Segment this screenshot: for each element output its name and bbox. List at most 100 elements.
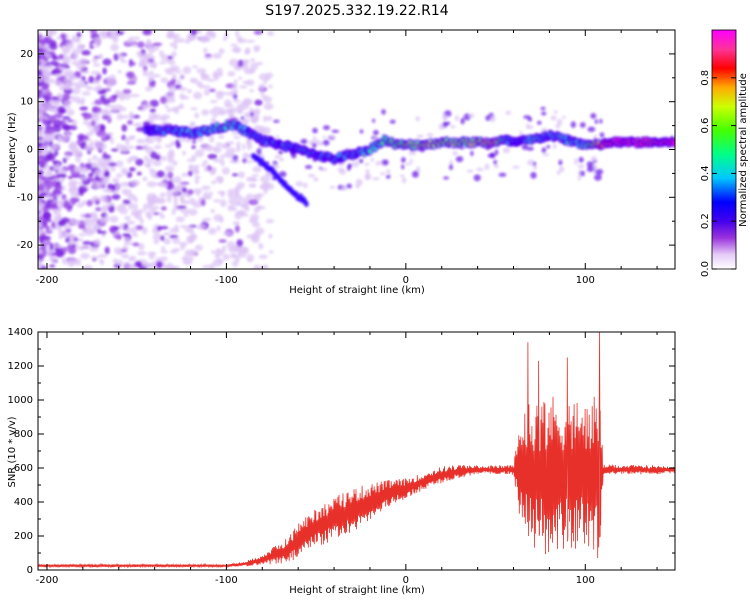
- spectrogram-noise-blob: [194, 175, 201, 180]
- spectrogram-noise-blob: [224, 99, 232, 108]
- spectrogram-noise-blob: [61, 194, 67, 200]
- spectrogram-noise-blob: [250, 213, 260, 221]
- spectrogram-noise-blob: [61, 247, 69, 252]
- spectrogram-noise-blob: [85, 132, 94, 137]
- spectrogram-noise-blob: [98, 230, 107, 235]
- spectrogram-noise-blob: [490, 152, 495, 158]
- spectrogram-noise-blob: [364, 162, 370, 166]
- spectrogram-noise-blob: [200, 199, 206, 207]
- spectrogram-noise-blob: [231, 48, 241, 52]
- spectrogram-noise-blob: [83, 218, 91, 223]
- spectrogram-noise-blob: [38, 221, 43, 229]
- spectrogram-noise-blob: [102, 67, 107, 75]
- spectrogram-noise-blob: [135, 225, 144, 230]
- spectrogram-noise-blob: [222, 231, 232, 236]
- spectrogram-noise-blob: [115, 160, 124, 168]
- spectrogram-noise-blob: [138, 64, 146, 68]
- spectrogram-noise-blob: [232, 83, 238, 89]
- spectrogram-noise-blob: [168, 180, 173, 188]
- spectrogram-noise-blob: [192, 65, 198, 69]
- colorbar-label: Normalized spectral amplitude: [738, 73, 749, 227]
- snr-plot: -200 -100 0 100 0 200 400 600 800 1000 1200 1400 H…: [7, 327, 676, 596]
- spectrogram-noise-blob: [44, 154, 52, 162]
- spectrogram-noise-blob: [240, 116, 245, 121]
- spectrogram-noise-blob: [561, 115, 566, 119]
- spectrogram-noise-blob: [208, 263, 215, 269]
- spectrogram-noise-blob: [595, 168, 604, 175]
- spectrogram-noise-blob: [164, 104, 169, 109]
- spectrogram-noise-blob: [193, 91, 203, 100]
- spectrogram-noise-blob: [498, 172, 507, 177]
- colorbar-tick-label: 0.2: [700, 213, 711, 229]
- spectrogram-noise-blob: [265, 72, 274, 79]
- spectrogram-noise-blob: [63, 73, 70, 78]
- spectrogram-noise-blob: [58, 53, 64, 60]
- spectrogram-noise-blob: [38, 201, 45, 209]
- spectrogram-noise-blob: [55, 163, 61, 170]
- spectrogram-noise-blob: [389, 119, 396, 124]
- spectrogram-noise-blob: [148, 47, 155, 54]
- spectrogram-noise-blob: [218, 134, 225, 139]
- spectrogram-noise-blob: [587, 126, 596, 132]
- spectrogram-noise-blob: [546, 145, 551, 149]
- spectrogram-noise-blob: [63, 99, 73, 106]
- spectrogram-noise-blob: [233, 79, 238, 84]
- spectrogram-noise-blob: [355, 178, 363, 186]
- spectrogram-noise-blob: [80, 97, 86, 105]
- spectrogram-noise-blob: [251, 174, 259, 178]
- spectrogram-noise-blob: [146, 181, 157, 188]
- spectrogram-noise-blob: [191, 145, 196, 149]
- spectrogram-y-tick-label: 0: [27, 145, 33, 156]
- spectrogram-noise-blob: [307, 173, 316, 178]
- spectrogram-noise-blob: [155, 182, 165, 187]
- spectrogram-noise-blob: [151, 194, 157, 199]
- spectrogram-noise-blob: [399, 174, 405, 178]
- spectrogram-noise-blob: [116, 234, 122, 240]
- spectrogram-noise-blob: [263, 102, 274, 111]
- spectrogram-noise-blob: [313, 177, 319, 182]
- spectrogram-noise-blob: [65, 229, 72, 233]
- spectrogram-noise-blob: [41, 119, 49, 123]
- spectrogram-noise-blob: [260, 95, 268, 99]
- spectrogram-noise-blob: [107, 132, 114, 137]
- spectrogram-noise-blob: [365, 169, 370, 174]
- spectrogram-noise-blob: [226, 147, 236, 155]
- spectrogram-noise-blob: [408, 151, 417, 156]
- spectrogram-noise-blob: [556, 118, 563, 126]
- spectrogram-noise-blob: [148, 252, 155, 260]
- spectrogram-noise-blob: [152, 160, 162, 167]
- spectrogram-noise-blob: [244, 206, 250, 212]
- spectrogram-noise-blob: [213, 214, 223, 222]
- spectrogram-noise-blob: [178, 138, 184, 143]
- spectrogram-noise-blob: [268, 250, 274, 254]
- spectrogram-noise-blob: [62, 124, 72, 131]
- spectrogram-noise-blob: [443, 176, 449, 180]
- spectrogram-noise-blob: [161, 54, 171, 62]
- spectrogram-noise-blob: [519, 130, 523, 136]
- spectrogram-noise-blob: [48, 43, 58, 51]
- spectrogram-noise-blob: [258, 254, 268, 259]
- snr-x-ticks: -200 -100 0 100: [36, 332, 658, 586]
- spectrogram-noise-blob: [122, 262, 132, 269]
- spectrogram-noise-blob: [173, 37, 179, 44]
- spectrogram-noise-blob: [253, 206, 260, 214]
- spectrogram-noise-blob: [38, 110, 43, 118]
- spectrogram-noise-blob: [237, 171, 245, 179]
- spectrogram-noise-blob: [176, 79, 181, 85]
- spectrogram-noise-blob: [49, 242, 54, 251]
- spectrogram-noise-blob: [56, 212, 62, 221]
- spectrogram-noise-blob: [159, 214, 166, 219]
- spectrogram-noise-blob: [38, 119, 41, 123]
- spectrogram-noise-blob: [225, 141, 235, 145]
- spectrogram-noise-blob: [521, 143, 529, 150]
- spectrogram-noise-blob: [190, 107, 198, 111]
- spectrogram-noise-blob: [62, 60, 69, 66]
- spectrogram-noise-blob: [189, 77, 198, 83]
- spectrogram-noise-blob: [490, 115, 496, 123]
- spectrogram-noise-blob: [187, 170, 193, 177]
- spectrogram-noise-blob: [184, 38, 191, 44]
- spectrogram-noise-blob: [246, 68, 256, 73]
- spectrogram-noise-blob: [213, 145, 222, 154]
- spectrogram-noise-blob: [328, 134, 336, 140]
- spectrogram-noise-blob: [78, 246, 85, 251]
